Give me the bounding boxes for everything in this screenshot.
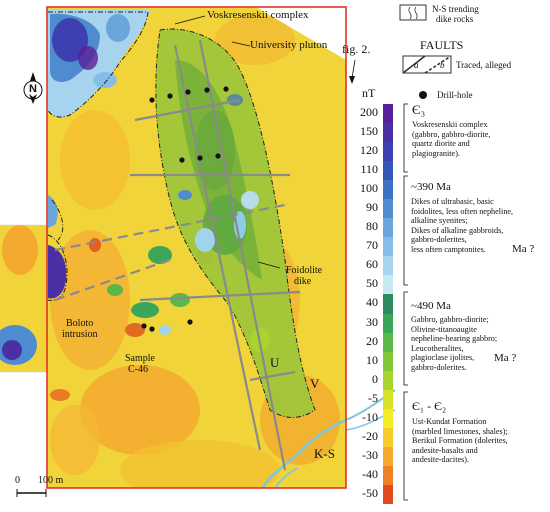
color-scale-segment: [383, 294, 393, 315]
color-scale-segment: [383, 142, 393, 162]
color-scale-value: 50: [366, 276, 378, 291]
unit-query-2: Ma ?: [512, 243, 535, 255]
unit-age-1: Є₃: [412, 102, 426, 117]
color-scale-value: -20: [362, 428, 378, 443]
color-scale-values: 200 150 120 110 100 90 80 70 60 50 40 30 20 10 0 -5 -10-…: [336, 104, 378, 504]
label-KS: K-S: [314, 446, 335, 461]
legend-drill-hole: Drill-hole: [437, 90, 473, 100]
color-scale-value: 120: [360, 143, 378, 158]
fault-symbol: [402, 55, 452, 74]
color-scale-value: 150: [360, 124, 378, 139]
label-U: U: [270, 355, 280, 370]
color-scale-value: -30: [362, 447, 378, 462]
color-scale-segment: [383, 161, 393, 181]
color-scale-segment: [383, 313, 393, 334]
color-scale-segment: [383, 370, 393, 391]
legend-faults-caption: Traced, alleged: [456, 60, 512, 70]
study-area-frame: [46, 6, 347, 489]
drill-hole-symbol: [419, 91, 427, 99]
unit-text-3: Gabbro, gabbro-diorite; Olivine-titanoaug…: [411, 315, 498, 372]
color-scale-value: 0: [372, 371, 378, 386]
color-scale-value: 110: [360, 162, 378, 177]
dike-rocks-symbol: [399, 4, 427, 21]
color-scale-value: 20: [366, 333, 378, 348]
unit-text-2: Dikes of ultrabasic, basic foidolites, le…: [411, 197, 514, 254]
color-scale-segment: [383, 104, 393, 124]
north-label: N: [29, 83, 37, 95]
label-foidolite-dike-1: Foidolite: [286, 265, 323, 276]
color-scale-segment: [383, 218, 393, 238]
color-scale-value: -40: [362, 466, 378, 481]
legend-fault-b: b: [440, 60, 445, 70]
label-university-pluton: University pluton: [250, 39, 328, 51]
color-scale-segment: [383, 237, 393, 257]
unit-contours: [47, 11, 316, 418]
color-scale-value: 30: [366, 314, 378, 329]
color-scale-segment: [383, 180, 393, 200]
fault-lines: [130, 39, 301, 471]
legend-dike-rocks-2: dike rocks: [436, 14, 474, 24]
legend-faults-title: FAULTS: [420, 38, 464, 52]
legend-dike-rocks-1: N-S trending: [432, 4, 479, 14]
color-scale-value: 40: [366, 295, 378, 310]
unit-text-4: Ust-Kundat Formation (marbled limestones,…: [412, 417, 508, 465]
color-scale-segment: [383, 484, 393, 505]
color-scale-value: -50: [362, 485, 378, 500]
color-scale-segment: [383, 123, 393, 143]
label-sample-2: C-46: [128, 364, 148, 375]
color-scale-value: 200: [360, 105, 378, 119]
unit-age-4: Є₁ - Є₂: [412, 399, 447, 413]
legend-brackets: [403, 103, 408, 501]
label-sample-1: Sample: [125, 353, 155, 364]
color-scale-segment: [383, 446, 393, 467]
color-scale-value: 90: [366, 200, 378, 215]
color-scale-unit: nT: [362, 86, 376, 100]
color-scale-value: 60: [366, 257, 378, 272]
color-scale-value: 80: [366, 219, 378, 234]
map-left-strip: [0, 225, 47, 372]
color-scale-segment: [383, 408, 393, 429]
color-scale-segment: [383, 256, 393, 276]
color-scale-segment: [383, 389, 393, 410]
label-boloto-2: intrusion: [62, 329, 98, 340]
figure-label: fig. 2.: [342, 42, 371, 56]
legend-fault-a: a: [414, 60, 419, 70]
color-scale-segment: [383, 465, 393, 486]
unit-age-3: ~490 Ma: [411, 300, 451, 312]
color-scale-bar: [383, 104, 393, 505]
drill-holes: [141, 86, 229, 332]
label-foidolite-dike-2: dike: [294, 276, 312, 287]
unit-query-3: Ma ?: [494, 352, 517, 364]
color-scale-value: -5: [368, 390, 378, 405]
scale-length: 100 m: [38, 475, 64, 486]
label-voskresenskii-complex: Voskresenskii complex: [207, 9, 309, 21]
color-scale-value: 70: [366, 238, 378, 253]
label-boloto-1: Boloto: [66, 318, 94, 329]
unit-age-2: ~390 Ma: [411, 181, 451, 193]
color-scale-segment: [383, 199, 393, 219]
color-scale-value: 100: [360, 181, 378, 196]
color-scale-value: -10: [362, 409, 378, 424]
scale-zero: 0: [15, 475, 20, 486]
label-V: V: [310, 376, 320, 391]
color-scale-segment: [383, 275, 393, 295]
color-scale-value: 10: [366, 352, 378, 367]
map-surface: [47, 7, 346, 488]
north-arrow-icon: [23, 72, 43, 104]
unit-text-1: Voskresenskii complex (gabbro, gabbro-dio…: [412, 120, 491, 158]
color-scale-segment: [383, 332, 393, 353]
color-scale-segment: [383, 351, 393, 372]
color-scale-segment: [383, 427, 393, 448]
alleged-fault-lines: [54, 203, 286, 302]
scale-bar: [16, 489, 47, 497]
